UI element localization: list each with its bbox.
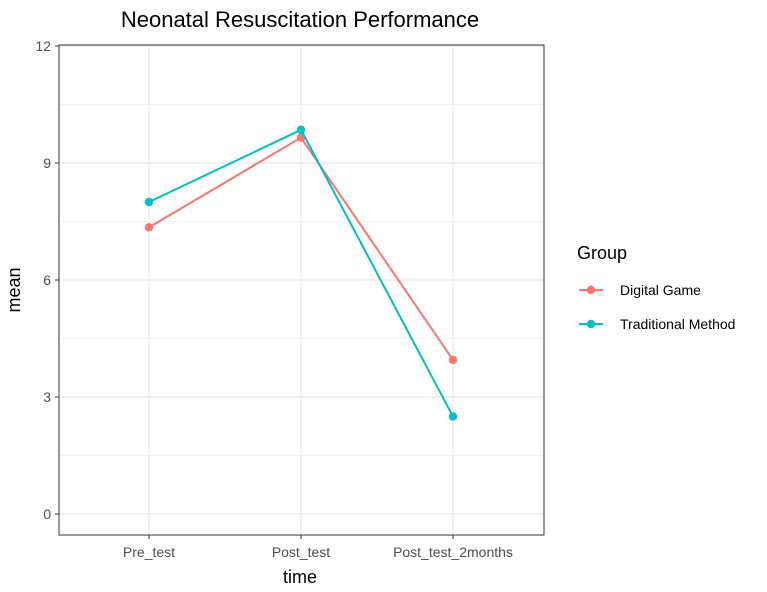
- data-point: [144, 197, 154, 207]
- legend-label: Digital Game: [620, 282, 701, 298]
- data-point: [144, 223, 154, 232]
- chart-title: Neonatal Resuscitation Performance: [121, 7, 479, 32]
- y-tick-label: 3: [43, 389, 51, 405]
- x-tick-label: Post_test: [272, 544, 330, 560]
- y-tick-label: 0: [43, 506, 51, 522]
- y-tick-label: 6: [43, 272, 51, 288]
- data-point: [448, 412, 458, 421]
- x-axis-title: time: [283, 567, 317, 587]
- y-tick-label: 9: [43, 155, 51, 171]
- legend: Group Digital Game Traditional Method: [577, 243, 735, 332]
- grid: [59, 45, 544, 535]
- series-layer: [144, 125, 458, 421]
- y-tick-label: 12: [35, 38, 51, 54]
- legend-title: Group: [577, 243, 627, 263]
- y-axis-title: mean: [4, 267, 24, 312]
- x-tick-label: Pre_test: [123, 544, 175, 560]
- data-point: [296, 125, 306, 135]
- y-axis: 0 3 6 9 12: [35, 38, 59, 522]
- legend-label: Traditional Method: [620, 316, 735, 332]
- x-tick-label: Post_test_2months: [393, 544, 513, 560]
- legend-key-point: [586, 319, 596, 329]
- legend-key-point: [586, 285, 596, 295]
- data-point: [448, 355, 458, 365]
- x-axis: Pre_test Post_test Post_test_2months: [123, 535, 513, 560]
